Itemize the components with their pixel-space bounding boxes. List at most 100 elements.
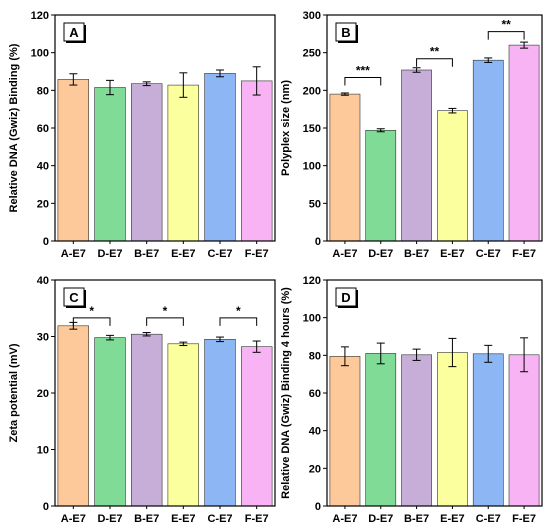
significance-label: * [163, 304, 168, 318]
significance-bracket [487, 31, 525, 40]
significance-bracket [344, 77, 382, 86]
x-tick-label: A-E7 [332, 513, 357, 525]
significance-label: * [236, 304, 241, 318]
bar-f-e7 [508, 354, 540, 507]
x-tick-label: E-E7 [171, 513, 195, 525]
y-axis-title: Polyplex size (nm) [280, 80, 292, 176]
y-tick-label: 10 [37, 445, 49, 457]
x-tick-label: A-E7 [61, 513, 86, 525]
x-tick-label: F-E7 [245, 513, 269, 525]
significance-label: *** [356, 64, 370, 78]
x-tick-label: E-E7 [440, 248, 464, 260]
y-tick-label: 150 [303, 123, 321, 135]
y-tick-label: 20 [37, 198, 49, 210]
y-tick-label: 60 [309, 388, 321, 400]
bar-c-e7 [204, 73, 236, 242]
significance-bracket [416, 58, 453, 67]
bar-d-e7 [365, 353, 397, 507]
bar-e-e7 [167, 84, 199, 242]
panel-label-box [335, 22, 357, 42]
y-tick-label: 20 [37, 388, 49, 400]
y-tick-label: 40 [37, 161, 49, 173]
panel-label: C [69, 290, 79, 305]
x-tick-label: D-E7 [97, 248, 122, 260]
bar-e-e7 [167, 343, 199, 507]
x-tick-label: F-E7 [512, 248, 536, 260]
bar-e-e7 [437, 352, 468, 507]
x-tick-label: C-E7 [207, 513, 232, 525]
x-tick-label: B-E7 [404, 248, 429, 260]
bar-e-e7 [437, 110, 468, 242]
x-tick-label: E-E7 [171, 248, 195, 260]
y-tick-label: 100 [31, 48, 49, 60]
x-tick-label: D-E7 [97, 513, 122, 525]
bar-b-e7 [401, 354, 432, 507]
panel-b: A-E7 D-E7 B-E7 E-E7 C-E7 F-E7 0 50 100 150 200 250 3… [280, 10, 543, 260]
x-tick-label: C-E7 [476, 248, 501, 260]
panel-label-box [63, 22, 85, 42]
y-axis-title: Relative DNA (Gwiz) Binding (%) [8, 43, 20, 212]
y-tick-label: 250 [303, 48, 321, 60]
y-tick-label: 40 [37, 275, 49, 287]
bar-b-e7 [131, 333, 163, 507]
y-tick-label: 60 [37, 123, 49, 135]
x-tick-label: F-E7 [245, 248, 269, 260]
panel-label: D [341, 290, 350, 305]
bar-b-e7 [131, 83, 163, 242]
x-tick-label: C-E7 [207, 248, 232, 260]
bar-a-e7 [329, 355, 361, 507]
bar-d-e7 [94, 87, 126, 242]
significance-label: * [89, 304, 94, 318]
bar-b-e7 [401, 69, 432, 242]
panel-label: B [341, 25, 350, 40]
bar-a-e7 [329, 93, 361, 242]
y-tick-label: 0 [315, 501, 321, 513]
x-tick-label: F-E7 [512, 513, 536, 525]
panel-label-box [335, 287, 357, 307]
panel-c: A-E7 D-E7 B-E7 E-E7 C-E7 F-E7 0 10 20 30 40 Zeta po… [8, 275, 276, 525]
bar-d-e7 [94, 337, 126, 507]
y-axis-title: Zeta potential (mV) [8, 343, 20, 442]
y-tick-label: 0 [43, 236, 49, 248]
y-tick-label: 300 [303, 10, 321, 22]
y-tick-label: 0 [315, 236, 321, 248]
y-tick-label: 30 [37, 332, 49, 344]
y-tick-label: 40 [309, 426, 321, 438]
y-tick-label: 50 [309, 198, 321, 210]
panel-label-box [63, 287, 85, 307]
significance-label: ** [501, 18, 511, 32]
bar-c-e7 [204, 338, 236, 507]
y-tick-label: 120 [31, 10, 49, 22]
x-tick-label: A-E7 [332, 248, 357, 260]
bar-c-e7 [472, 59, 504, 242]
x-tick-label: A-E7 [61, 248, 86, 260]
y-tick-label: 120 [303, 275, 321, 287]
y-axis-title: Relative DNA (Gwiz) Binding 4 hours (%) [280, 287, 292, 499]
x-tick-label: B-E7 [404, 513, 429, 525]
y-tick-label: 80 [309, 350, 321, 362]
x-tick-label: C-E7 [476, 513, 501, 525]
bar-a-e7 [57, 325, 90, 507]
significance-bracket [72, 317, 111, 326]
bar-a-e7 [57, 79, 90, 242]
significance-label: ** [430, 45, 440, 59]
y-tick-label: 200 [303, 85, 321, 97]
x-tick-label: B-E7 [134, 513, 159, 525]
panel-d: A-E7 D-E7 B-E7 E-E7 C-E7 F-E7 0 20 40 60 80 100 120 R… [280, 275, 543, 525]
y-tick-label: 100 [303, 161, 321, 173]
bar-d-e7 [365, 130, 397, 242]
significance-bracket [146, 317, 184, 326]
bar-c-e7 [472, 353, 504, 507]
y-tick-label: 100 [303, 313, 321, 325]
y-tick-label: 20 [309, 463, 321, 475]
bar-f-e7 [241, 346, 273, 507]
bar-f-e7 [241, 80, 273, 242]
x-tick-label: D-E7 [368, 513, 393, 525]
bar-f-e7 [508, 44, 540, 242]
x-tick-label: D-E7 [368, 248, 393, 260]
x-tick-label: E-E7 [440, 513, 464, 525]
panel-a: A-E7 D-E7 B-E7 E-E7 C-E7 F-E7 0 20 40 60 80 100 120 R… [8, 10, 276, 260]
panel-label: A [69, 25, 79, 40]
x-tick-label: B-E7 [134, 248, 159, 260]
